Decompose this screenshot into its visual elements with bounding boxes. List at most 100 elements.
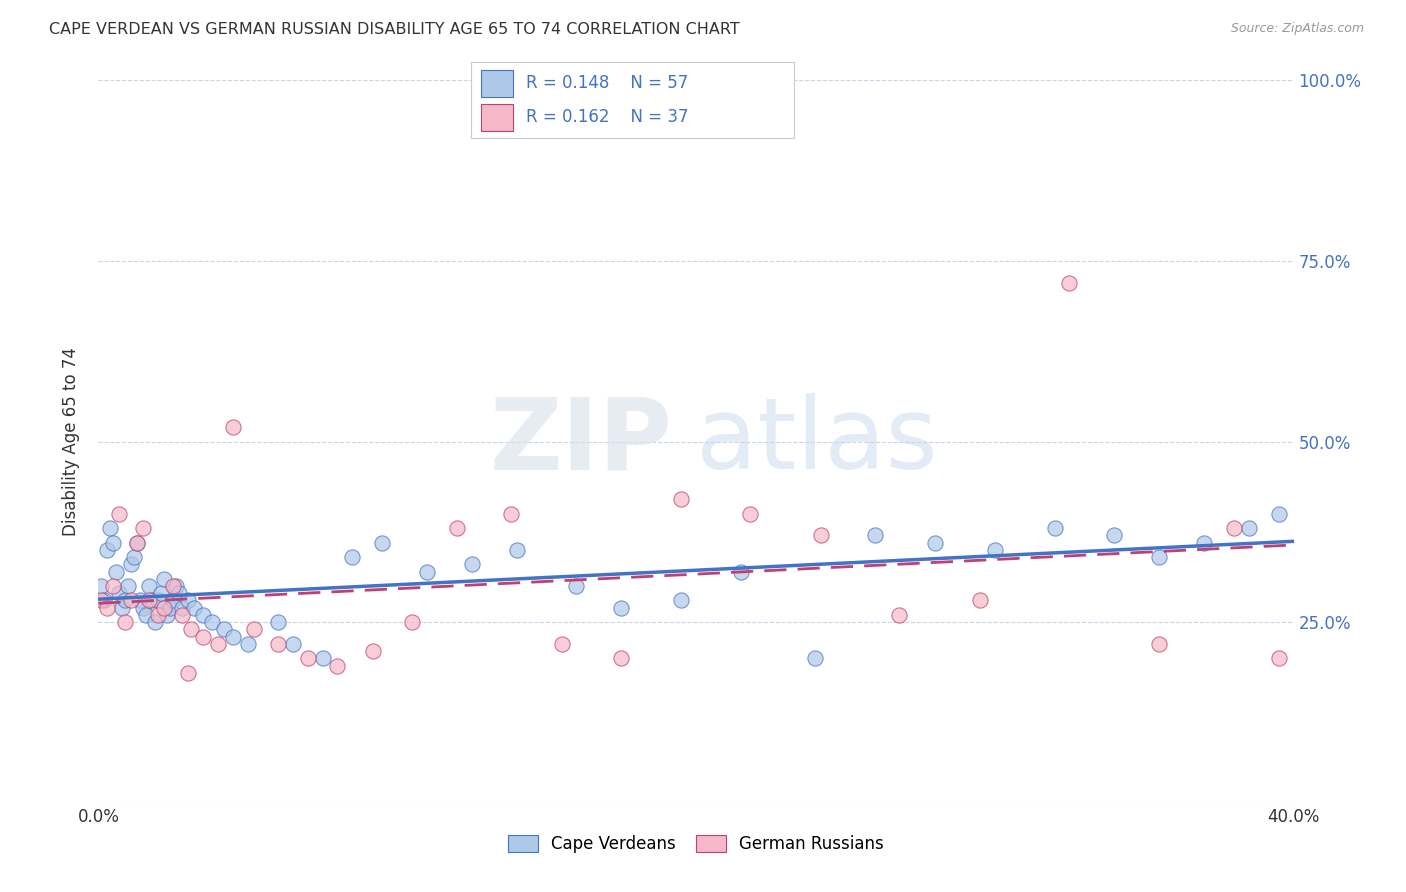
Text: R = 0.162    N = 37: R = 0.162 N = 37 xyxy=(526,108,689,126)
Point xyxy=(177,665,200,680)
Text: atlas: atlas xyxy=(696,393,938,490)
Point xyxy=(1267,651,1289,665)
Point xyxy=(222,630,245,644)
FancyBboxPatch shape xyxy=(481,104,513,130)
Point xyxy=(148,607,170,622)
Point xyxy=(162,579,184,593)
Point xyxy=(103,579,125,593)
Point xyxy=(129,593,152,607)
Point xyxy=(506,542,529,557)
Point xyxy=(165,579,187,593)
Point xyxy=(267,637,290,651)
Point xyxy=(108,586,131,600)
Point xyxy=(610,600,633,615)
Point xyxy=(114,593,136,607)
Point xyxy=(150,586,173,600)
Point xyxy=(108,507,131,521)
Point xyxy=(191,630,214,644)
Point xyxy=(371,535,394,549)
Point xyxy=(207,637,229,651)
Point xyxy=(153,600,176,615)
Point xyxy=(156,607,179,622)
Point xyxy=(1147,637,1170,651)
Point xyxy=(461,558,484,572)
Point xyxy=(96,600,118,615)
Point xyxy=(730,565,752,579)
Point xyxy=(738,507,761,521)
Point xyxy=(1223,521,1246,535)
Point xyxy=(138,593,160,607)
Text: CAPE VERDEAN VS GERMAN RUSSIAN DISABILITY AGE 65 TO 74 CORRELATION CHART: CAPE VERDEAN VS GERMAN RUSSIAN DISABILIT… xyxy=(49,22,740,37)
Point xyxy=(326,658,349,673)
Point xyxy=(120,593,142,607)
Point xyxy=(90,579,112,593)
Text: ZIP: ZIP xyxy=(489,393,672,490)
Point xyxy=(180,623,202,637)
Point xyxy=(550,637,572,651)
Point xyxy=(172,600,194,615)
Point xyxy=(172,607,194,622)
Point xyxy=(103,535,125,549)
Point xyxy=(243,623,266,637)
Point xyxy=(222,420,245,434)
Point xyxy=(984,542,1007,557)
Point xyxy=(127,535,149,549)
FancyBboxPatch shape xyxy=(481,70,513,96)
Point xyxy=(804,651,827,665)
Point xyxy=(90,593,112,607)
Point xyxy=(610,651,633,665)
Point xyxy=(236,637,259,651)
Point xyxy=(1043,521,1066,535)
Point xyxy=(212,623,235,637)
Point xyxy=(120,558,142,572)
Point xyxy=(363,644,385,658)
Point xyxy=(191,607,214,622)
Point xyxy=(143,615,166,630)
Point xyxy=(1147,550,1170,565)
Point xyxy=(416,565,439,579)
Point xyxy=(105,565,128,579)
Text: R = 0.148    N = 57: R = 0.148 N = 57 xyxy=(526,74,688,92)
Point xyxy=(127,535,149,549)
Point xyxy=(401,615,423,630)
Point xyxy=(281,637,304,651)
Point xyxy=(167,586,190,600)
Point xyxy=(98,521,122,535)
Point xyxy=(267,615,290,630)
Point xyxy=(138,579,160,593)
Point xyxy=(669,492,692,507)
Point xyxy=(111,600,134,615)
Point xyxy=(159,600,181,615)
Point xyxy=(865,528,887,542)
Point xyxy=(132,600,155,615)
Point xyxy=(342,550,364,565)
Point xyxy=(153,572,176,586)
Point xyxy=(124,550,146,565)
Point xyxy=(889,607,911,622)
Point xyxy=(311,651,333,665)
Point xyxy=(162,593,184,607)
Point xyxy=(565,579,588,593)
Point xyxy=(183,600,205,615)
Point xyxy=(499,507,522,521)
Point xyxy=(132,521,155,535)
Point xyxy=(1237,521,1260,535)
Y-axis label: Disability Age 65 to 74: Disability Age 65 to 74 xyxy=(62,347,80,536)
Point xyxy=(141,593,163,607)
Point xyxy=(810,528,832,542)
Point xyxy=(1059,276,1081,290)
Point xyxy=(1267,507,1289,521)
Point xyxy=(96,542,118,557)
Point xyxy=(201,615,224,630)
Point xyxy=(117,579,139,593)
Legend: Cape Verdeans, German Russians: Cape Verdeans, German Russians xyxy=(501,828,891,860)
Point xyxy=(148,593,170,607)
Point xyxy=(924,535,946,549)
Point xyxy=(177,593,200,607)
Point xyxy=(669,593,692,607)
Point xyxy=(135,607,157,622)
Point xyxy=(297,651,319,665)
Point xyxy=(1104,528,1126,542)
Point xyxy=(446,521,468,535)
Point xyxy=(1192,535,1215,549)
